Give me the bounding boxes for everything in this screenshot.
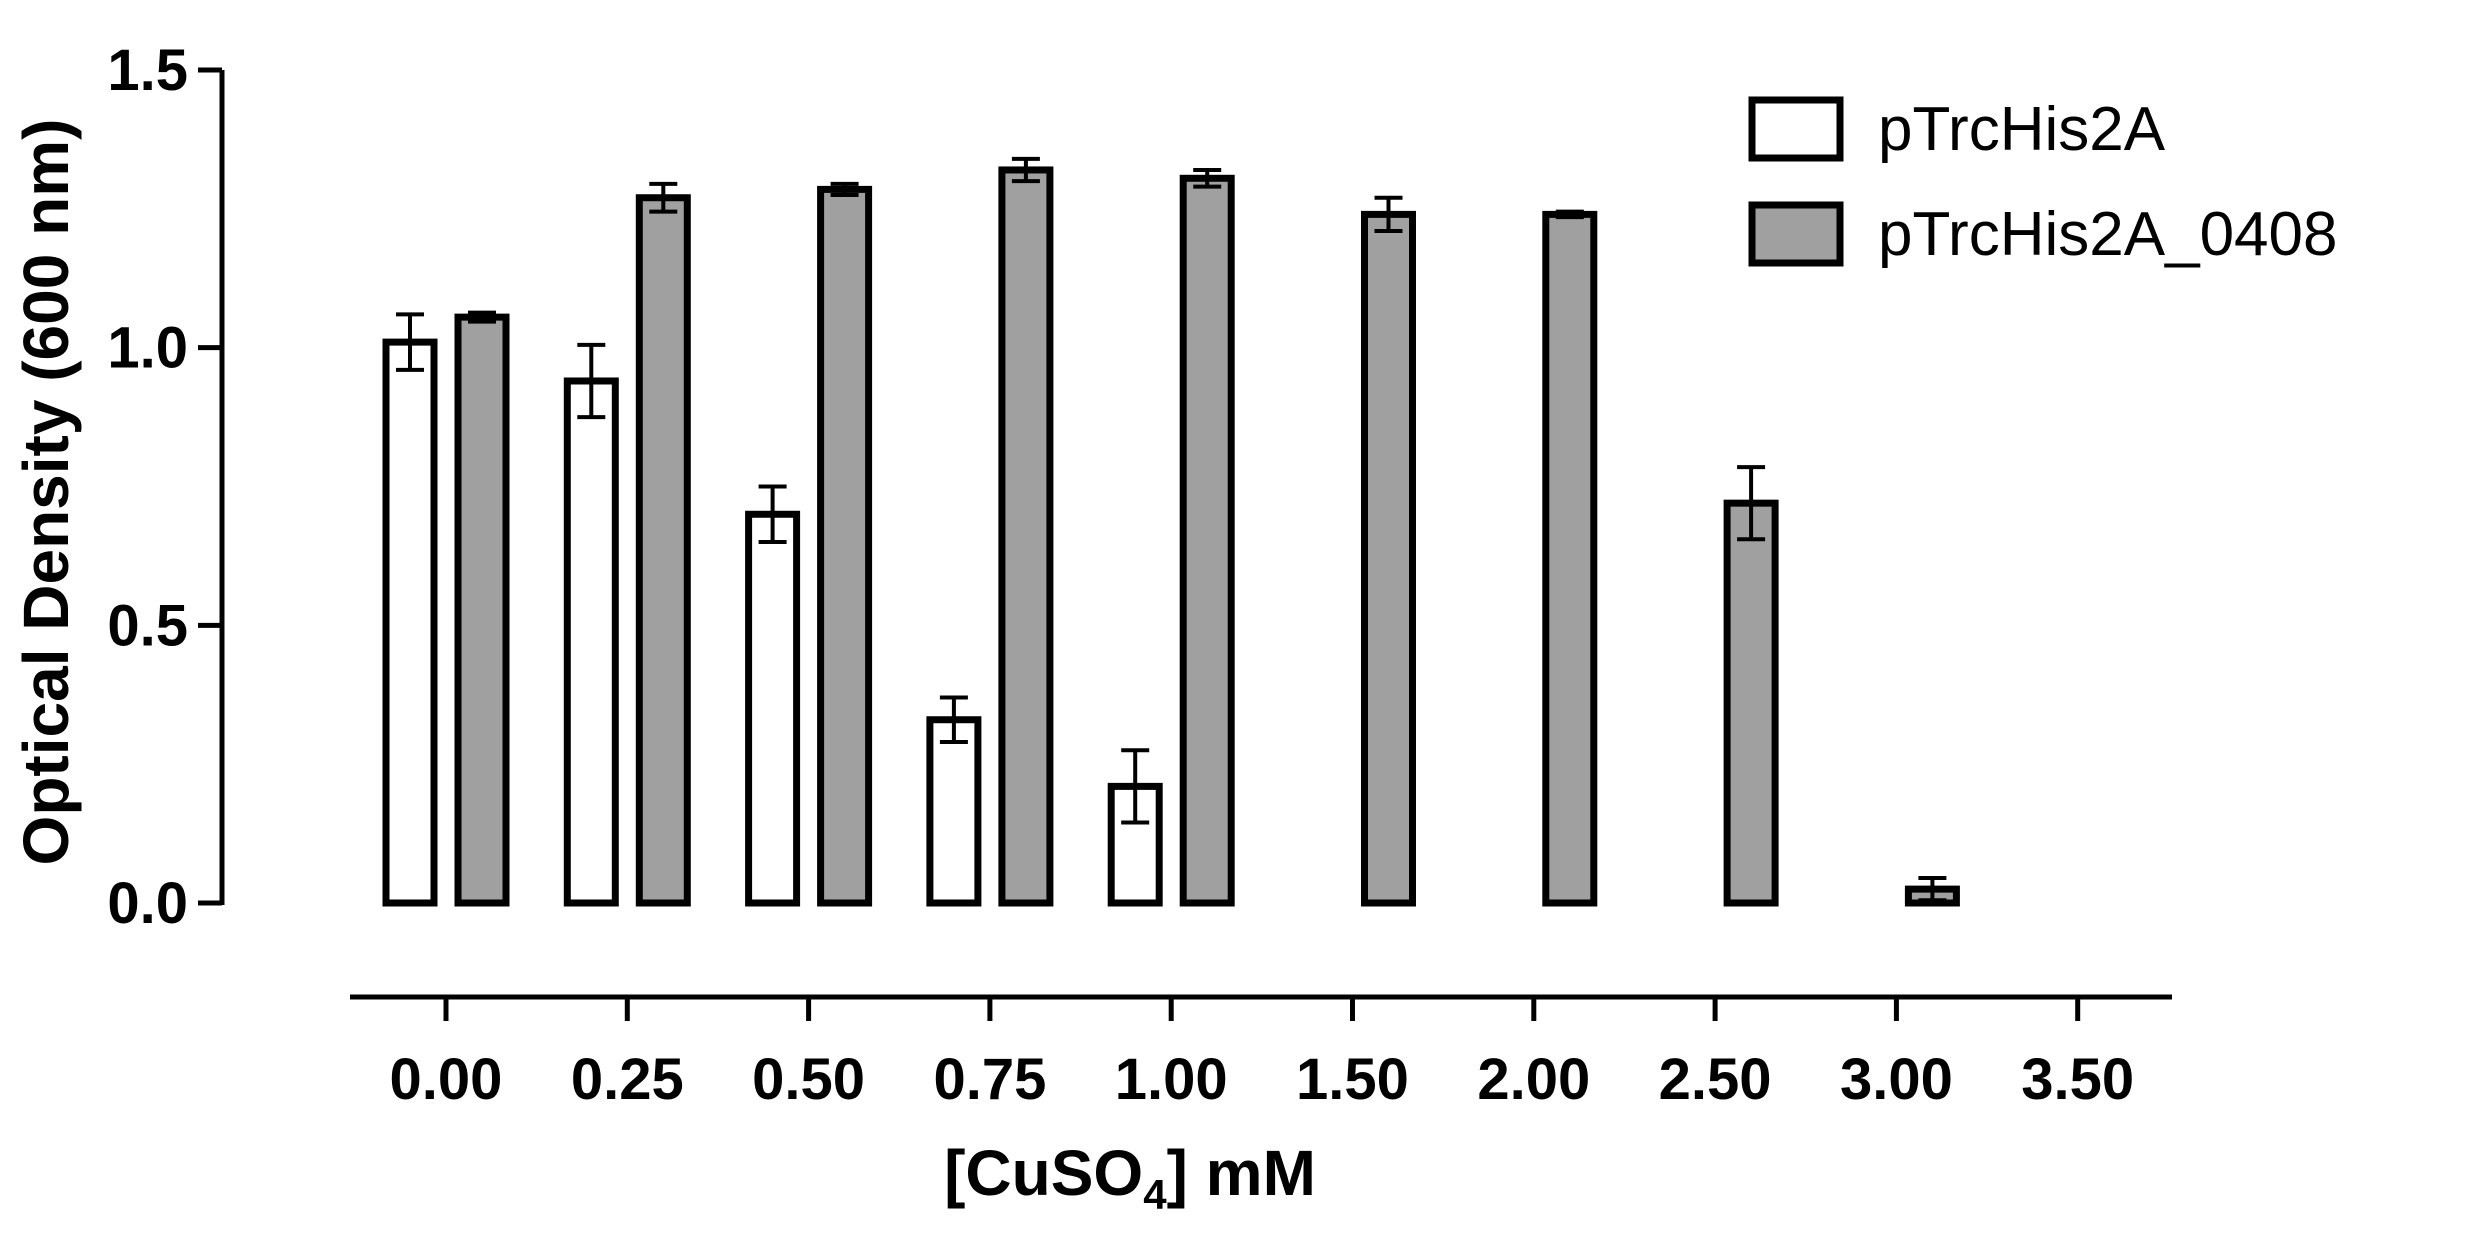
x-tick-label: 0.50 — [752, 1047, 865, 1112]
legend-swatch — [1748, 96, 1844, 162]
bar-ptrchis2a-0408 — [1361, 210, 1416, 907]
x-tick-label: 2.50 — [1659, 1047, 1772, 1112]
x-tick-label: 1.00 — [1115, 1047, 1228, 1112]
x-tick-label: 0.75 — [933, 1047, 1046, 1112]
legend: pTrcHis2A pTrcHis2A_0408 — [1748, 95, 2338, 269]
x-tick-label: 3.00 — [1840, 1047, 1953, 1112]
x-tick-label: 1.50 — [1296, 1047, 1409, 1112]
y-tick-label: 1.5 — [107, 38, 188, 103]
x-axis-title: [CuSO4] mM — [944, 1137, 1316, 1218]
x-axis-title-suffix: ] mM — [1167, 1137, 1316, 1209]
legend-label: pTrcHis2A_0408 — [1878, 200, 2338, 269]
y-tick-label: 1.0 — [107, 316, 188, 381]
bar-ptrchis2a-0408 — [1723, 499, 1779, 907]
bar-ptrchis2a — [563, 377, 619, 907]
x-tick-label: 3.50 — [2021, 1047, 2134, 1112]
legend-swatch — [1748, 201, 1844, 267]
y-axis: 0.0 0.5 1.0 1.5 — [107, 38, 225, 936]
bars — [382, 156, 1960, 907]
bar-ptrchis2a-0408 — [998, 166, 1054, 907]
x-axis: 0.00 0.25 0.50 0.75 1.00 1.50 2.00 2.50 3.00 3.50 — [350, 994, 2172, 1112]
y-tick-label: 0.0 — [107, 871, 188, 936]
y-tick-label: 0.5 — [107, 593, 188, 658]
legend-label: pTrcHis2A — [1878, 95, 2166, 164]
y-axis-title: Optical Density (600 nm) — [10, 119, 82, 866]
x-tick-label: 0.00 — [390, 1047, 503, 1112]
x-tick-label: 2.00 — [1477, 1047, 1590, 1112]
bar-ptrchis2a — [745, 510, 801, 907]
bar-ptrchis2a-0408 — [1542, 210, 1598, 907]
x-axis-title-subscript: 4 — [1143, 1171, 1167, 1218]
bar-ptrchis2a — [382, 338, 438, 907]
bar-ptrchis2a-0408 — [817, 185, 873, 907]
bar-ptrchis2a — [926, 716, 982, 907]
bar-ptrchis2a-0408 — [635, 194, 691, 907]
bar-ptrchis2a-0408 — [1179, 174, 1235, 907]
x-axis-title-prefix: [CuSO — [944, 1137, 1143, 1209]
x-tick-label: 0.25 — [571, 1047, 684, 1112]
bar-ptrchis2a-0408 — [454, 313, 510, 907]
